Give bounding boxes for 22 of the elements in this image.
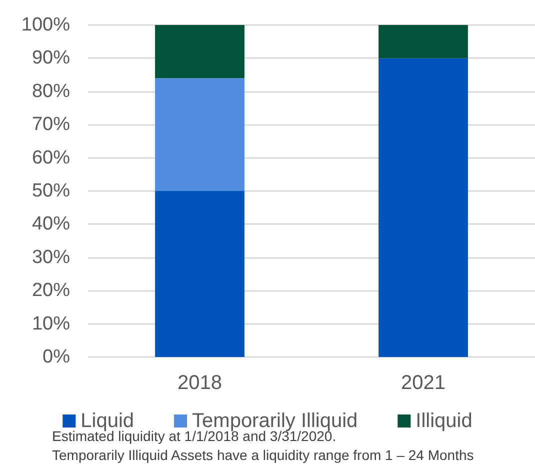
bar [155,25,244,78]
y-tick-label: 70% [32,114,70,136]
y-tick-label: 90% [32,48,70,69]
legend-label: Temporarily Illiquid [192,410,358,432]
legend-label: Liquid [80,410,134,432]
y-tick-label: 10% [32,313,70,334]
y-tick-label: 40% [32,214,70,235]
y-tick-label: 60% [32,147,70,168]
bar [155,78,244,191]
x-tick-label: 2018 [178,372,222,394]
x-tick-label: 2021 [401,372,446,394]
bar [378,58,468,357]
text: Temporarily Illiquid Assets have a liquidity range from 1 – 24 Months [52,447,474,463]
y-tick-label: 100% [21,14,70,36]
y-tick-label: 30% [32,246,70,268]
legend-label: Illiquid [416,410,472,432]
bar [155,191,244,357]
y-tick-label: 20% [32,280,70,302]
y-tick-label: 0% [42,346,70,368]
y-tick-label: 50% [32,180,70,202]
bar [378,25,468,58]
y-tick-label: 80% [32,80,70,102]
